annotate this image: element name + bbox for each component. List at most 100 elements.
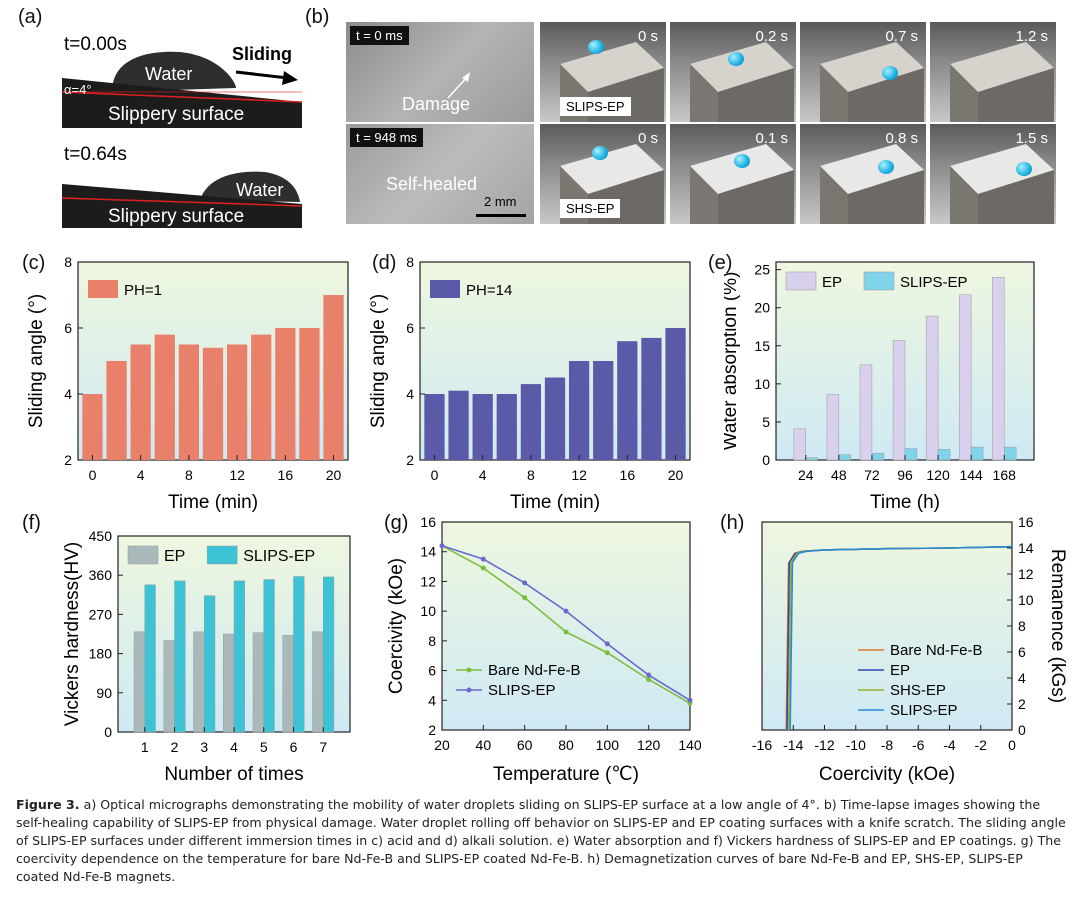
caption-label: Figure 3. bbox=[16, 797, 80, 812]
legend-swatch-slips-ep bbox=[863, 271, 895, 291]
bar-slips-ep bbox=[263, 579, 275, 733]
timelapse-time-label: 1.5 s bbox=[1015, 130, 1048, 147]
y-tick-label: 450 bbox=[89, 528, 113, 544]
timelapse-time-label: 0.1 s bbox=[755, 130, 788, 147]
x-tick-label: 8 bbox=[185, 467, 193, 483]
x-tick-label: 12 bbox=[229, 467, 245, 483]
timelapse-photo-row1-1: 0 s SLIPS-EP bbox=[540, 22, 666, 122]
y-tick-label: 4 bbox=[428, 692, 436, 708]
incline-line-2 bbox=[61, 197, 303, 207]
y-tick-label: 2 bbox=[1018, 696, 1026, 712]
sliding-arrow bbox=[235, 70, 289, 80]
timelapse-time-label: 0 s bbox=[637, 130, 658, 147]
legend-label: SLIPS-EP bbox=[488, 682, 556, 699]
x-tick-label: -10 bbox=[846, 737, 866, 753]
x-tick-label: 16 bbox=[278, 467, 294, 483]
chart-c-sliding-angle-acid: 2 4 6 8 0 4 8 12 16 20 Time (min) Sliding angle (°)… bbox=[26, 254, 349, 513]
x-tick-label: 144 bbox=[959, 467, 983, 483]
x-tick-label: 40 bbox=[476, 737, 492, 753]
x-tick-label: 72 bbox=[864, 467, 880, 483]
legend-swatch bbox=[430, 280, 460, 298]
x-tick-label: 2 bbox=[171, 739, 179, 755]
x-tick-label: 0 bbox=[89, 467, 97, 483]
bar-slips-ep bbox=[293, 576, 305, 733]
x-axis-title: Coercivity (kOe) bbox=[819, 764, 955, 785]
micrograph-time-1: t = 0 ms bbox=[350, 26, 409, 45]
panel-a-surface-1: Slippery surface bbox=[108, 104, 244, 125]
sample-block bbox=[950, 144, 1054, 224]
water-droplet-icon bbox=[728, 52, 744, 66]
y-axis-title: Sliding angle (°) bbox=[26, 294, 47, 428]
bar-ep bbox=[793, 428, 807, 461]
legend-label: EP bbox=[890, 662, 910, 679]
x-tick-label: 0 bbox=[431, 467, 439, 483]
timelapse-time-label: 1.2 s bbox=[1015, 28, 1048, 45]
chart-e-water-absorption: 24 48 72 96 120 144 168 0 5 10 15 20 25 Time (h) Water… bbox=[724, 261, 1035, 513]
micrograph-damage: t = 0 ms Damage bbox=[346, 22, 534, 122]
bar bbox=[106, 361, 127, 460]
micrograph-time-2: t = 948 ms bbox=[350, 128, 424, 147]
bar-slips-ep bbox=[937, 449, 951, 461]
bar bbox=[617, 341, 638, 460]
bar bbox=[226, 344, 248, 460]
bar bbox=[178, 344, 200, 460]
y-tick-label: 0 bbox=[1018, 722, 1026, 738]
bar bbox=[299, 328, 320, 460]
y-tick-label: 10 bbox=[754, 376, 770, 392]
droplet-1 bbox=[112, 51, 236, 92]
x-tick-label: 7 bbox=[319, 739, 327, 755]
x-tick-label: 4 bbox=[137, 467, 145, 483]
bar-slips-ep bbox=[805, 457, 818, 461]
legend-marker bbox=[466, 667, 472, 673]
legend-marker bbox=[466, 687, 472, 693]
timelapse-photo-row1-4: 1.2 s bbox=[930, 22, 1056, 122]
bar bbox=[496, 394, 517, 460]
bar-ep bbox=[958, 294, 972, 461]
bar-slips-ep bbox=[838, 454, 852, 461]
legend-label-ep: EP bbox=[822, 274, 842, 291]
micrograph-self-healed: t = 948 ms Self-healed 2 mm bbox=[346, 124, 534, 224]
bar-ep bbox=[223, 633, 235, 733]
x-tick-label: 80 bbox=[558, 737, 574, 753]
x-tick-label: 4 bbox=[230, 739, 238, 755]
data-point bbox=[522, 580, 528, 586]
y-tick-label: 8 bbox=[64, 254, 72, 270]
x-tick-label: 6 bbox=[290, 739, 298, 755]
timelapse-photo-row2-1: 0 s SHS-EP bbox=[540, 124, 666, 224]
bar-ep bbox=[163, 640, 175, 733]
timelapse-photo-row1-2: 0.2 s bbox=[670, 22, 796, 122]
water-droplet-icon bbox=[1016, 162, 1032, 176]
x-tick-label: 0 bbox=[1008, 737, 1016, 753]
y-tick-label: 16 bbox=[1018, 514, 1034, 530]
y-tick-label: 12 bbox=[1018, 566, 1034, 582]
figure-caption: Figure 3. a) Optical micrographs demonst… bbox=[16, 796, 1066, 886]
data-point bbox=[604, 650, 610, 656]
panel-a-surface-2: Slippery surface bbox=[108, 206, 244, 227]
panel-letter-e: (e) bbox=[708, 252, 733, 274]
x-tick-label: 4 bbox=[479, 467, 487, 483]
y-tick-label: 14 bbox=[1018, 540, 1034, 556]
series-line bbox=[789, 545, 1013, 731]
data-point bbox=[480, 565, 486, 571]
data-point bbox=[563, 629, 569, 635]
y-tick-label: 0 bbox=[104, 724, 112, 740]
legend-label-ep: EP bbox=[164, 548, 185, 565]
x-tick-label: 20 bbox=[326, 467, 342, 483]
x-tick-label: 48 bbox=[831, 467, 847, 483]
panel-a-water-2: Water bbox=[236, 180, 283, 200]
y-axis-title: Sliding angle (°) bbox=[368, 294, 389, 428]
x-tick-label: 120 bbox=[637, 737, 661, 753]
bar-slips-ep bbox=[871, 452, 885, 461]
data-point bbox=[563, 608, 569, 614]
legend-label: SHS-EP bbox=[890, 682, 946, 699]
sliding-arrow-head bbox=[282, 71, 298, 85]
panel-letter-a: (a) bbox=[18, 6, 43, 28]
data-point bbox=[646, 672, 652, 678]
timelapse-photo-row2-3: 0.8 s bbox=[800, 124, 926, 224]
y-tick-label: 5 bbox=[762, 414, 770, 430]
water-droplet-icon bbox=[734, 154, 750, 168]
scale-bar bbox=[476, 214, 526, 217]
y-tick-label: 4 bbox=[406, 386, 414, 402]
legend-swatch-slips-ep bbox=[206, 545, 238, 565]
x-tick-label: -2 bbox=[975, 737, 988, 753]
